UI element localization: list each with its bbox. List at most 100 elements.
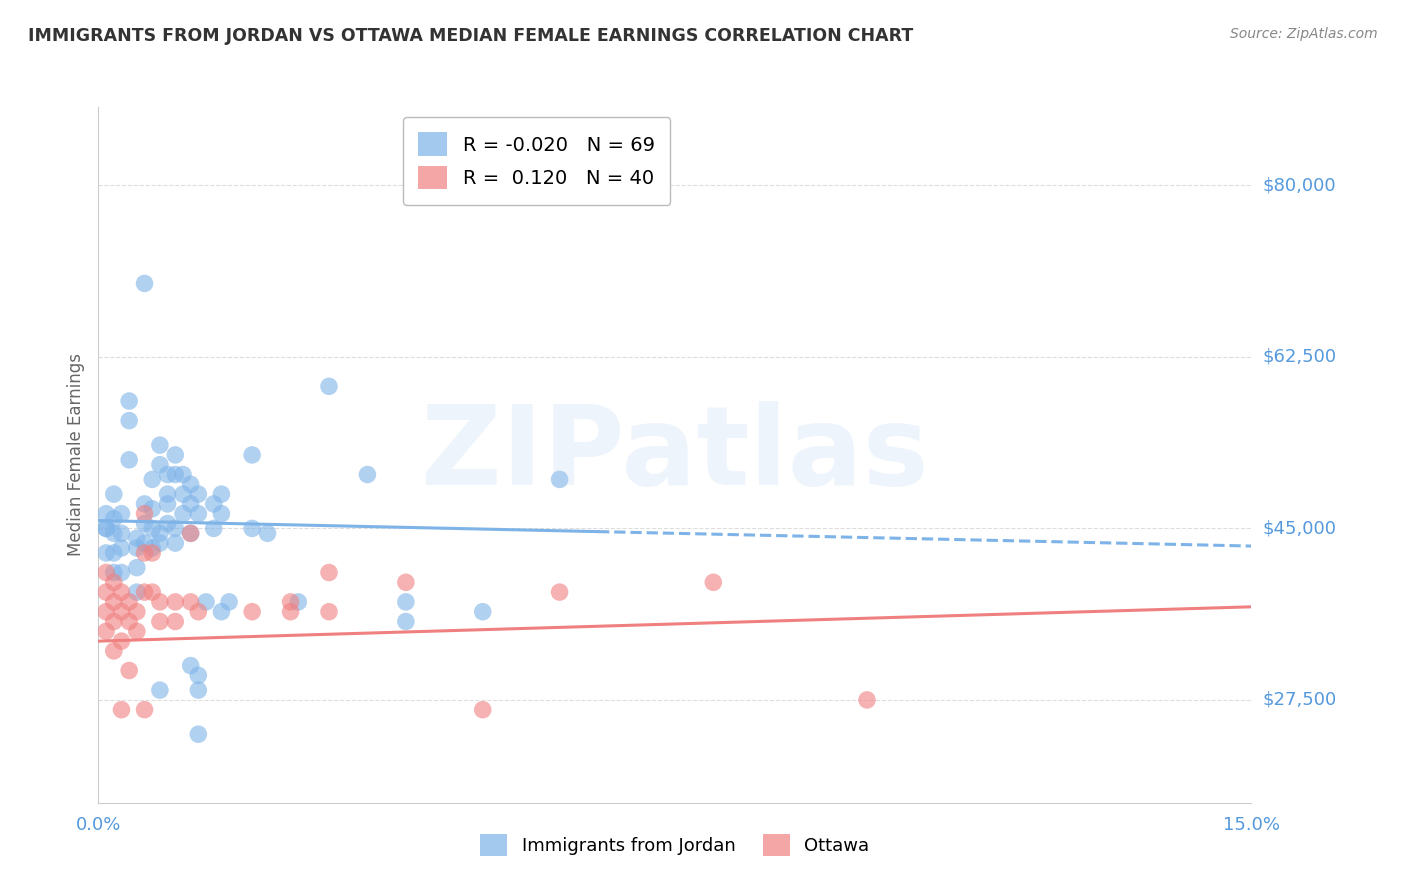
Point [141,501,163,516]
Point [471,605,494,619]
Point [118,615,141,629]
Point [110,507,132,521]
Point [103,511,125,525]
Point [856,693,879,707]
Point [395,615,418,629]
Point [240,521,263,535]
Point [180,595,202,609]
Point [125,541,148,555]
Point [548,472,571,486]
Text: $27,500: $27,500 [1263,691,1337,709]
Point [187,487,209,501]
Point [318,379,340,393]
Point [118,595,141,609]
Point [118,664,141,678]
Point [149,595,172,609]
Point [125,605,148,619]
Point [110,526,132,541]
Point [318,566,340,580]
Text: ZIPatlas: ZIPatlas [420,401,929,508]
Point [187,683,209,698]
Point [110,566,132,580]
Point [702,575,724,590]
Point [94,605,117,619]
Point [94,521,117,535]
Point [180,526,202,541]
Point [318,605,340,619]
Point [187,668,209,682]
Text: $80,000: $80,000 [1263,177,1336,194]
Point [103,595,125,609]
Point [125,560,148,574]
Point [195,595,218,609]
Point [110,605,132,619]
Point [165,536,187,550]
Point [149,683,172,698]
Point [149,526,172,541]
Point [94,546,117,560]
Point [548,585,571,599]
Point [134,536,156,550]
Point [395,595,418,609]
Point [141,521,163,535]
Text: $45,000: $45,000 [1263,519,1337,537]
Point [172,487,194,501]
Point [165,521,187,535]
Point [103,566,125,580]
Point [125,624,148,639]
Point [110,703,132,717]
Point [125,531,148,545]
Point [156,487,179,501]
Point [94,624,117,639]
Text: Source: ZipAtlas.com: Source: ZipAtlas.com [1230,27,1378,41]
Point [134,516,156,531]
Point [103,546,125,560]
Point [110,634,132,648]
Point [134,497,156,511]
Point [149,615,172,629]
Point [149,438,172,452]
Point [134,703,156,717]
Point [141,472,163,486]
Point [287,595,309,609]
Text: $62,500: $62,500 [1263,348,1337,366]
Point [118,452,141,467]
Point [110,585,132,599]
Point [103,487,125,501]
Point [180,658,202,673]
Point [280,595,302,609]
Point [187,507,209,521]
Point [187,727,209,741]
Point [103,575,125,590]
Point [395,575,418,590]
Text: IMMIGRANTS FROM JORDAN VS OTTAWA MEDIAN FEMALE EARNINGS CORRELATION CHART: IMMIGRANTS FROM JORDAN VS OTTAWA MEDIAN … [28,27,914,45]
Point [94,521,117,535]
Point [141,546,163,560]
Point [94,566,117,580]
Point [165,595,187,609]
Point [202,497,225,511]
Point [180,497,202,511]
Point [180,526,202,541]
Point [240,605,263,619]
Point [165,615,187,629]
Point [187,605,209,619]
Point [209,507,232,521]
Point [356,467,378,482]
Point [94,507,117,521]
Point [165,448,187,462]
Point [118,414,141,428]
Point [149,458,172,472]
Point [94,585,117,599]
Point [256,526,278,541]
Point [103,615,125,629]
Point [172,467,194,482]
Y-axis label: Median Female Earnings: Median Female Earnings [66,353,84,557]
Point [180,477,202,491]
Point [134,546,156,560]
Point [156,497,179,511]
Point [156,467,179,482]
Point [209,605,232,619]
Point [280,605,302,619]
Point [110,541,132,555]
